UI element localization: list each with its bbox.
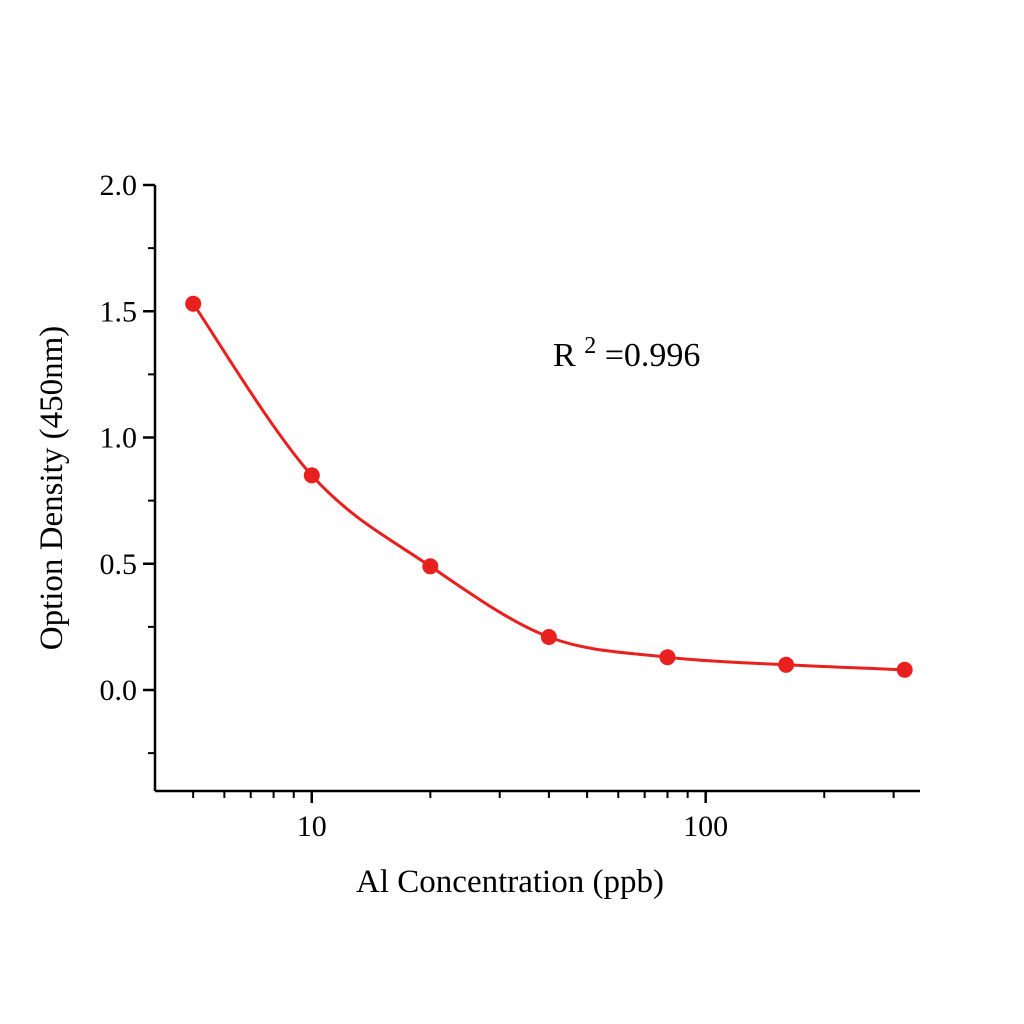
annotation-base: R <box>553 337 576 374</box>
r-squared-annotation: R 2 =0.996 <box>553 324 700 374</box>
x-tick-label: 100 <box>683 810 728 843</box>
data-point <box>778 656 795 673</box>
data-point <box>896 661 913 678</box>
y-tick-label: 1.5 <box>100 295 138 328</box>
y-tick-label: 0.5 <box>100 548 138 581</box>
data-point <box>303 467 320 484</box>
x-tick-label: 10 <box>297 810 327 843</box>
annotation-exponent: 2 <box>584 333 596 359</box>
data-point <box>659 649 676 666</box>
y-tick-label: 0.0 <box>100 674 138 707</box>
data-point <box>185 295 202 312</box>
data-point <box>540 629 557 645</box>
annotation-rest: =0.996 <box>605 337 701 374</box>
data-point <box>422 558 439 575</box>
x-axis-label: Al Concentration (ppb) <box>356 864 664 900</box>
y-tick-label: 1.0 <box>100 422 138 455</box>
y-axis-label: Option Density (450nm) <box>34 326 70 650</box>
y-tick-label: 2.0 <box>100 169 138 202</box>
fit-curve <box>191 302 907 672</box>
plot-area: 0.0 0.5 1.0 1.5 2.0 10 100 <box>100 169 920 843</box>
